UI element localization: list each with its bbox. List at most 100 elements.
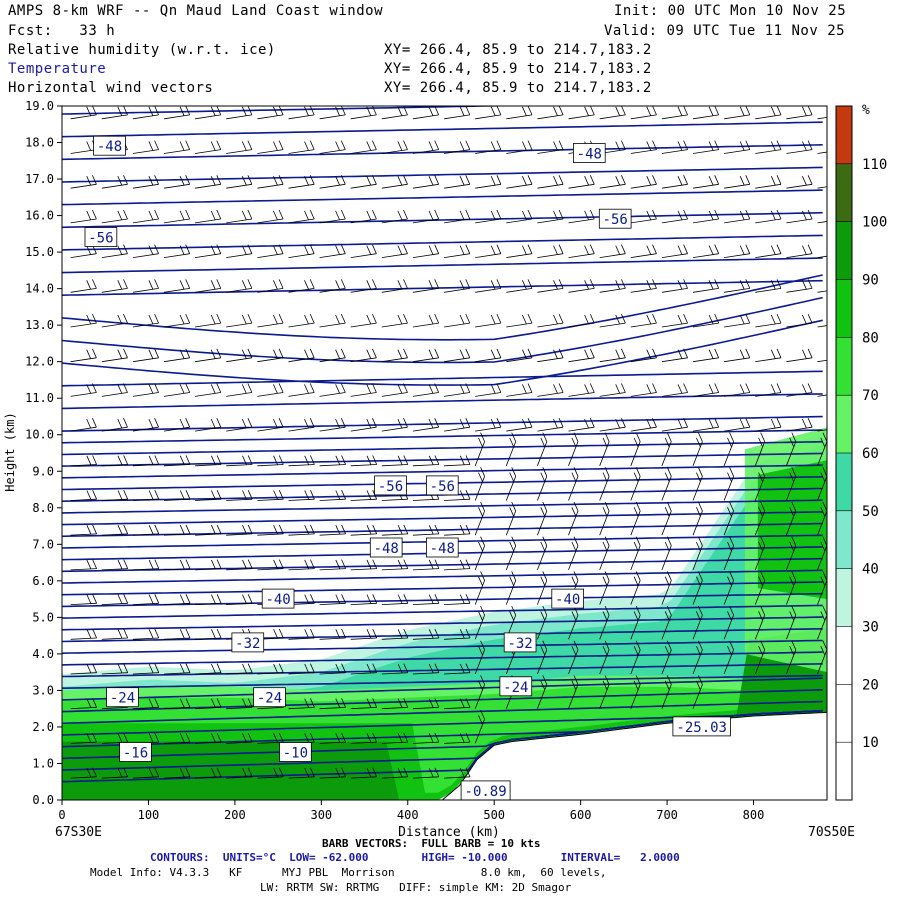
contour-label-box [573,143,606,163]
wind-barb [474,649,485,675]
wind-barb-flag [304,210,309,221]
colorbar-label: 40 [862,562,879,578]
wind-barb [786,426,813,432]
wind-barb [381,149,408,154]
wind-barb [70,392,97,397]
wind-barb-flag [553,314,558,325]
wind-barb-flag [776,209,782,220]
wind-barb-flag [304,280,309,290]
wind-barb [195,357,221,363]
colorbar-label: 50 [862,504,879,520]
wind-barb-flag [646,384,652,394]
wind-barb-flag [428,314,434,325]
wind-barb-flag [366,490,372,500]
wind-barb-flag [708,349,714,359]
wind-barb-flag [154,490,160,500]
wind-barb [537,357,564,363]
wind-barb [226,602,253,605]
wind-barb-flag [480,536,485,546]
wind-barb-flag [216,383,222,393]
wind-barb-flag [372,698,378,708]
wind-barb-flag [210,245,216,255]
wind-barb-flag [123,559,129,569]
wind-barb [568,649,579,675]
wind-barb-flag [459,349,465,359]
wind-barb-flag [807,209,813,220]
wind-barb-flag [273,418,278,429]
wind-barb-flag [522,245,527,255]
wind-barb [257,392,284,397]
wind-barb-flag [708,384,714,394]
wind-barb-flag [573,571,579,581]
wind-barb-flag [739,349,745,359]
wind-barb-flag [154,663,160,673]
colorbar-label: 70 [862,388,879,404]
wind-barb-flag [372,559,378,569]
wind-barb-flag [478,680,483,690]
wind-barb [444,392,470,397]
wind-barb [163,672,191,675]
wind-barb-flag [776,313,782,324]
wind-barb-flag [465,383,471,393]
wind-barb-flag [465,698,471,708]
wind-barb-flag [465,524,471,535]
wind-barb [101,707,128,710]
colorbar-swatch [836,163,852,222]
wind-barb-flag [428,525,434,535]
wind-barb-flag [633,437,639,448]
wind-barb [163,498,191,501]
wind-barb-flag [185,698,191,708]
wind-barb [817,649,827,675]
wind-barb-flag [540,680,546,690]
wind-barb-flag [677,280,683,290]
wind-barb [288,426,315,432]
wind-barb-flag [496,140,502,150]
wind-barb-flag [729,640,734,650]
wind-barb-flag [727,576,732,586]
wind-barb-flag [117,525,123,535]
wind-barb-flag [273,559,278,570]
wind-barb [692,114,719,120]
wind-barb-flag [652,140,657,150]
contour-label: -24 [110,691,135,707]
wind-barb-flag [372,313,377,324]
wind-barb-flag [789,645,795,656]
field-wind-label: Horizontal wind vectors [8,80,214,96]
wind-barb [537,545,548,571]
wind-barb [319,776,346,779]
wind-barb-flag [527,418,533,428]
wind-barb-flag [397,455,403,465]
wind-barb-flag [148,349,154,359]
wind-barb-flag [273,106,278,116]
wind-barb [350,637,377,640]
wind-barb-flag [179,525,185,535]
wind-barb-flag [666,605,672,616]
wind-barb-flag [770,176,776,186]
wind-barb-flag [677,176,683,186]
wind-barb-flag [278,175,284,185]
wind-barb [661,580,672,605]
wind-barb-flag [522,384,527,394]
wind-barb-flag [571,541,577,552]
wind-barb-flag [304,490,310,500]
wind-barb-flag [758,611,763,621]
wind-barb [786,392,813,397]
wind-barb-flag [646,176,652,186]
wind-barb-flag [822,640,827,650]
wind-barb [474,614,485,640]
wind-barb-flag [553,349,558,359]
wind-barb [817,429,827,432]
wind-barb-flag [403,698,409,708]
wind-barb-flag [179,314,185,325]
wind-barb-flag [571,680,577,690]
y-tick-label: 7.0 [32,537,54,551]
wind-barb-flag [758,576,763,586]
wind-barb-flag [154,244,159,254]
wind-barb [630,476,641,501]
wind-barb-flag [341,628,346,639]
wind-barb-flag [242,455,247,465]
wind-barb-flag [558,244,564,254]
wind-barb [195,602,222,605]
wind-barb-flag [179,418,185,429]
wind-barb [630,183,657,189]
